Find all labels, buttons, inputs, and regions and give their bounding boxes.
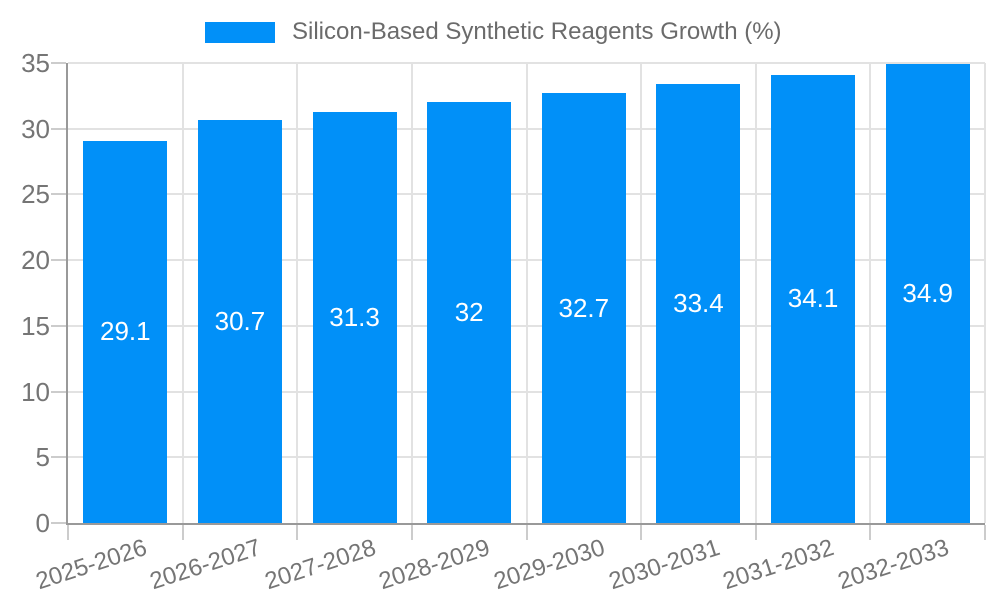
x-gridline bbox=[525, 63, 528, 523]
x-gridline bbox=[754, 63, 757, 523]
x-tick-label: 2026-2027 bbox=[146, 534, 265, 596]
x-axis-tick bbox=[410, 525, 413, 540]
legend-swatch[interactable] bbox=[205, 21, 275, 43]
x-tick-label: 2027-2028 bbox=[261, 534, 379, 596]
bar-value-label: 32.7 bbox=[558, 292, 610, 323]
y-axis-tick bbox=[51, 456, 66, 459]
bar-value-label: 34.9 bbox=[902, 278, 953, 309]
bar[interactable]: 32 bbox=[427, 102, 512, 523]
x-tick-label: 2025-2026 bbox=[32, 534, 150, 596]
x-tick-label: 2029-2030 bbox=[490, 534, 609, 596]
x-gridline bbox=[640, 63, 643, 523]
y-tick-label: 30 bbox=[21, 113, 50, 144]
legend[interactable]: Silicon-Based Synthetic Reagents Growth … bbox=[205, 18, 782, 46]
y-axis-line bbox=[66, 63, 68, 525]
y-axis-tick bbox=[51, 259, 66, 262]
x-gridline bbox=[181, 63, 184, 523]
x-axis-tick bbox=[296, 525, 299, 540]
x-axis-tick bbox=[525, 525, 528, 540]
bar[interactable]: 32.7 bbox=[541, 93, 626, 523]
bar[interactable]: 31.3 bbox=[312, 111, 397, 523]
y-axis-tick bbox=[51, 62, 66, 64]
x-axis-tick bbox=[181, 525, 184, 540]
y-axis-tick bbox=[51, 522, 66, 524]
x-axis-tick bbox=[640, 525, 643, 540]
y-tick-label: 35 bbox=[21, 48, 50, 78]
bar[interactable]: 34.9 bbox=[885, 64, 970, 523]
y-tick-label: 20 bbox=[21, 245, 50, 276]
bar[interactable]: 33.4 bbox=[656, 84, 741, 523]
bar-value-label: 32 bbox=[454, 297, 484, 328]
x-tick-label: 2032-2033 bbox=[834, 534, 953, 596]
bar[interactable]: 29.1 bbox=[83, 140, 168, 523]
y-tick-label: 15 bbox=[21, 310, 50, 341]
x-gridline bbox=[296, 63, 299, 523]
bar[interactable]: 30.7 bbox=[197, 119, 282, 523]
bar-value-label: 34.1 bbox=[787, 283, 839, 314]
y-tick-label: 25 bbox=[21, 179, 50, 210]
x-tick-label: 2031-2032 bbox=[719, 534, 838, 596]
legend-label: Silicon-Based Synthetic Reagents Growth … bbox=[292, 18, 782, 45]
x-axis-tick bbox=[67, 525, 69, 540]
y-tick-label: 10 bbox=[21, 376, 50, 407]
bar-value-label: 33.4 bbox=[673, 288, 724, 318]
x-gridline bbox=[410, 63, 413, 523]
bar[interactable]: 34.1 bbox=[771, 74, 856, 523]
x-axis-tick bbox=[754, 525, 757, 540]
y-axis-tick bbox=[51, 193, 66, 196]
y-axis-tick bbox=[51, 324, 66, 327]
x-tick-label: 2030-2031 bbox=[605, 534, 723, 596]
bar-value-label: 31.3 bbox=[329, 301, 380, 332]
y-axis-tick bbox=[51, 127, 66, 130]
x-axis-tick bbox=[869, 525, 872, 540]
x-axis-line bbox=[66, 523, 985, 525]
x-axis-tick bbox=[984, 525, 986, 540]
x-gridline bbox=[869, 63, 872, 523]
y-tick-label: 5 bbox=[35, 442, 50, 473]
x-tick-label: 2028-2029 bbox=[376, 534, 494, 596]
y-tick-label: 0 bbox=[35, 508, 50, 538]
bar-value-label: 29.1 bbox=[100, 316, 151, 347]
x-gridline bbox=[984, 63, 986, 523]
bar-value-label: 30.7 bbox=[214, 305, 266, 336]
y-axis-tick bbox=[51, 390, 66, 393]
